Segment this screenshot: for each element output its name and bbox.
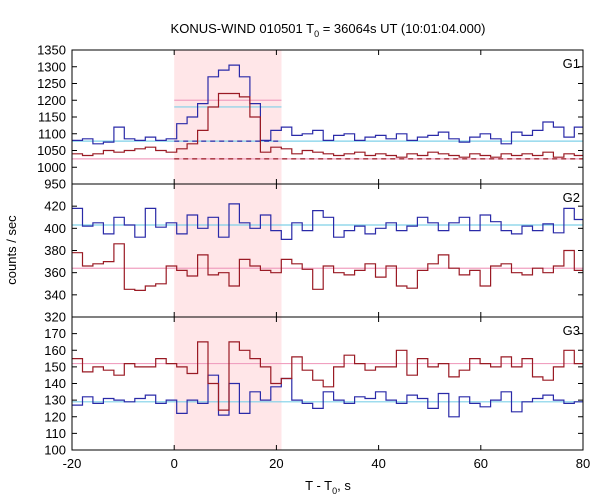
y-tick-label: 150 — [44, 359, 66, 374]
highlight-band — [174, 184, 282, 317]
x-tick-label: 20 — [269, 456, 283, 471]
y-tick-label: 420 — [44, 199, 66, 214]
y-tick-label: 1300 — [37, 59, 66, 74]
y-tick-label: 1150 — [38, 110, 66, 125]
x-tick-label: -20 — [63, 456, 82, 471]
y-tick-label: 110 — [45, 426, 66, 441]
panel-label: G3 — [563, 323, 580, 338]
panel-frame — [71, 49, 584, 185]
panel-frame — [71, 316, 584, 451]
y-tick-label: 950 — [44, 177, 66, 192]
y-tick-label: 400 — [44, 221, 66, 236]
y-tick-label: 160 — [44, 343, 66, 358]
panel-label: G2 — [563, 190, 580, 205]
x-axis-label: T - T0, s — [305, 478, 351, 496]
y-tick-label: 1050 — [37, 143, 66, 158]
panel-frame — [71, 183, 584, 318]
x-tick-label: 40 — [371, 456, 385, 471]
y-tick-label: 360 — [44, 265, 66, 280]
y-tick-label: 1200 — [37, 93, 66, 108]
y-tick-label: 1100 — [38, 126, 66, 141]
y-tick-label: 320 — [44, 310, 66, 325]
y-tick-label: 1250 — [37, 76, 66, 91]
chart-title: KONUS-WIND 010501 T0 = 36064s UT (10:01:… — [171, 21, 486, 39]
y-tick-label: 1350 — [37, 43, 66, 58]
y-tick-label: 140 — [44, 376, 66, 391]
y-tick-label: 340 — [44, 287, 66, 302]
y-tick-label: 1000 — [37, 160, 66, 175]
x-tick-label: 60 — [474, 456, 488, 471]
series-red-g2 — [72, 243, 583, 291]
series-blue-g2 — [72, 203, 583, 240]
series-blue-g1 — [72, 64, 583, 145]
panel-label: G1 — [563, 56, 580, 71]
x-tick-label: 80 — [576, 456, 590, 471]
y-tick-label: 100 — [44, 443, 66, 458]
series-red-g1 — [72, 92, 583, 158]
y-tick-label: 170 — [44, 326, 66, 341]
y-tick-label: 120 — [44, 409, 66, 424]
panel-g2: 320 340 360 380 400 420 G2 — [44, 183, 584, 325]
y-tick-label: 130 — [44, 393, 66, 408]
y-axis-label: counts / sec — [4, 215, 19, 285]
highlight-band — [174, 317, 282, 450]
y-tick-label: 380 — [44, 243, 66, 258]
series-red-g3 — [72, 341, 583, 411]
x-tick-label: 0 — [171, 456, 178, 471]
series-blue-g3 — [72, 374, 583, 418]
